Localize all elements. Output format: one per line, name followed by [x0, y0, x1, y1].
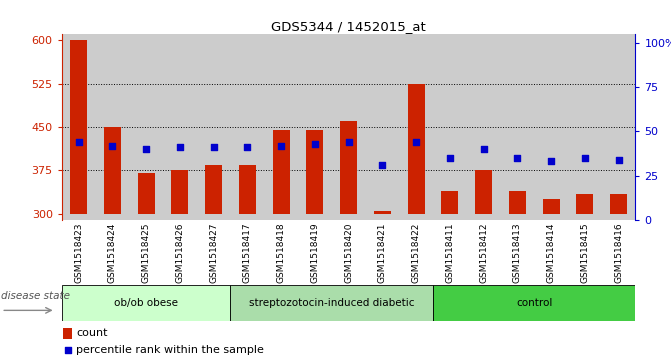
- Bar: [62, 34, 95, 220]
- Bar: [534, 34, 568, 220]
- Point: [208, 144, 219, 150]
- Bar: [576, 193, 593, 214]
- Bar: [104, 127, 121, 214]
- Bar: [205, 165, 222, 214]
- Text: GSM1518423: GSM1518423: [74, 223, 83, 283]
- Text: percentile rank within the sample: percentile rank within the sample: [76, 345, 264, 355]
- Point: [62, 347, 73, 353]
- Point: [444, 155, 455, 161]
- Point: [344, 139, 354, 145]
- Point: [546, 159, 556, 164]
- Bar: [171, 171, 189, 214]
- Text: GSM1518424: GSM1518424: [108, 223, 117, 283]
- Bar: [543, 199, 560, 214]
- Text: GSM1518417: GSM1518417: [243, 223, 252, 284]
- Text: GSM1518415: GSM1518415: [580, 223, 589, 284]
- Bar: [340, 121, 357, 214]
- Text: ob/ob obese: ob/ob obese: [114, 298, 178, 308]
- Bar: [272, 130, 289, 214]
- Bar: [298, 34, 331, 220]
- Text: GSM1518412: GSM1518412: [479, 223, 488, 283]
- Point: [141, 146, 152, 152]
- Bar: [63, 328, 72, 339]
- Bar: [307, 130, 323, 214]
- Text: disease state: disease state: [1, 291, 70, 301]
- Text: count: count: [76, 328, 107, 338]
- Bar: [610, 193, 627, 214]
- Bar: [408, 83, 425, 214]
- Point: [478, 146, 489, 152]
- Text: GSM1518427: GSM1518427: [209, 223, 218, 283]
- Bar: [62, 285, 230, 321]
- Bar: [366, 34, 399, 220]
- Bar: [442, 191, 458, 214]
- Bar: [95, 34, 130, 220]
- Point: [107, 143, 117, 148]
- Bar: [264, 34, 298, 220]
- Text: GSM1518426: GSM1518426: [175, 223, 185, 283]
- Bar: [475, 171, 492, 214]
- Point: [174, 144, 185, 150]
- Bar: [433, 285, 635, 321]
- Bar: [230, 285, 433, 321]
- Bar: [130, 34, 163, 220]
- Bar: [230, 34, 264, 220]
- Text: GSM1518422: GSM1518422: [411, 223, 421, 283]
- Text: GSM1518425: GSM1518425: [142, 223, 150, 283]
- Bar: [509, 191, 526, 214]
- Bar: [239, 165, 256, 214]
- Point: [377, 162, 388, 168]
- Bar: [568, 34, 602, 220]
- Point: [580, 155, 590, 161]
- Bar: [138, 173, 154, 214]
- Bar: [399, 34, 433, 220]
- Point: [242, 144, 253, 150]
- Text: control: control: [516, 298, 552, 308]
- Point: [411, 139, 421, 145]
- Text: GSM1518416: GSM1518416: [614, 223, 623, 284]
- Point: [613, 157, 624, 163]
- Point: [512, 155, 523, 161]
- Bar: [467, 34, 501, 220]
- Point: [73, 139, 84, 145]
- Title: GDS5344 / 1452015_at: GDS5344 / 1452015_at: [271, 20, 426, 33]
- Bar: [602, 34, 635, 220]
- Bar: [70, 40, 87, 214]
- Bar: [374, 211, 391, 214]
- Text: GSM1518421: GSM1518421: [378, 223, 387, 283]
- Bar: [331, 34, 366, 220]
- Text: GSM1518414: GSM1518414: [547, 223, 556, 283]
- Bar: [433, 34, 467, 220]
- Text: GSM1518411: GSM1518411: [446, 223, 454, 284]
- Text: GSM1518413: GSM1518413: [513, 223, 522, 284]
- Bar: [163, 34, 197, 220]
- Text: GSM1518420: GSM1518420: [344, 223, 353, 283]
- Text: GSM1518418: GSM1518418: [276, 223, 286, 284]
- Text: GSM1518419: GSM1518419: [310, 223, 319, 284]
- Text: streptozotocin-induced diabetic: streptozotocin-induced diabetic: [249, 298, 415, 308]
- Point: [309, 141, 320, 147]
- Point: [276, 143, 287, 148]
- Bar: [501, 34, 534, 220]
- Bar: [197, 34, 230, 220]
